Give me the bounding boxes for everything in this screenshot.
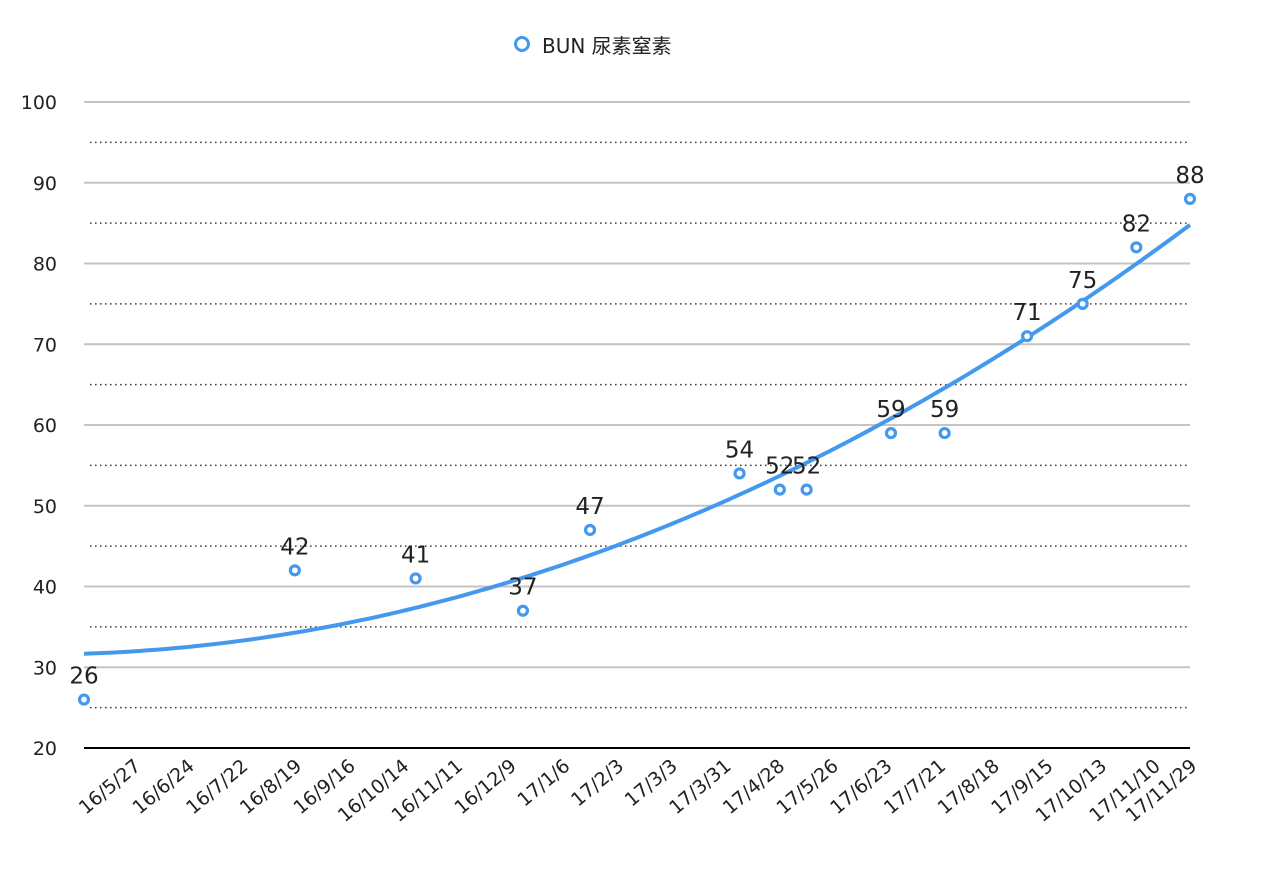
legend-marker-icon xyxy=(514,36,530,52)
legend-label: BUN 尿素窒素 xyxy=(542,33,672,58)
y-tick-label: 20 xyxy=(33,738,57,760)
x-tick-label: 17/2/3 xyxy=(567,755,628,811)
grid xyxy=(84,101,1190,749)
data-point xyxy=(77,693,91,706)
data-point xyxy=(800,483,813,496)
data-label: 54 xyxy=(725,437,754,463)
y-tick-label: 40 xyxy=(33,577,57,599)
x-tick-label: 17/1/6 xyxy=(513,755,574,811)
y-tick-label: 50 xyxy=(33,496,57,518)
data-label: 59 xyxy=(876,397,905,423)
y-tick-label: 100 xyxy=(21,92,57,114)
data-point xyxy=(583,523,597,537)
data-point xyxy=(733,467,746,480)
data-label: 59 xyxy=(930,397,959,423)
data-point xyxy=(1076,297,1089,310)
y-tick-label: 80 xyxy=(33,254,57,276)
data-point xyxy=(1020,330,1034,343)
y-tick-label: 60 xyxy=(33,415,57,437)
data-label: 41 xyxy=(401,542,430,568)
y-tick-label: 70 xyxy=(33,334,57,356)
data-label: 75 xyxy=(1068,268,1097,294)
legend: BUN 尿素窒素 xyxy=(514,31,672,58)
data-points xyxy=(77,192,1197,706)
data-label: 52 xyxy=(765,454,794,480)
trendline xyxy=(83,223,1192,656)
data-label: 88 xyxy=(1175,163,1204,189)
data-point xyxy=(884,426,898,440)
x-axis: 16/5/2716/6/2416/7/2216/8/1916/9/1616/10… xyxy=(75,755,1201,827)
data-point xyxy=(773,483,786,496)
data-point xyxy=(1183,192,1197,205)
y-tick-label: 30 xyxy=(33,657,57,679)
data-label: 47 xyxy=(575,494,604,520)
data-label: 82 xyxy=(1122,211,1151,237)
x-tick-label: 16/12/9 xyxy=(450,755,520,819)
y-axis: 20 30 40 50 60 70 80 90 100 xyxy=(21,92,57,760)
data-label: 26 xyxy=(69,664,98,690)
data-point xyxy=(516,604,530,617)
data-label: 71 xyxy=(1012,300,1041,326)
data-point xyxy=(1130,241,1143,254)
data-point xyxy=(409,572,422,585)
data-label: 52 xyxy=(792,454,821,480)
data-label: 42 xyxy=(280,534,309,560)
y-tick-label: 90 xyxy=(33,173,57,195)
data-label: 37 xyxy=(508,575,537,601)
data-point xyxy=(288,564,301,577)
data-point xyxy=(938,426,951,440)
